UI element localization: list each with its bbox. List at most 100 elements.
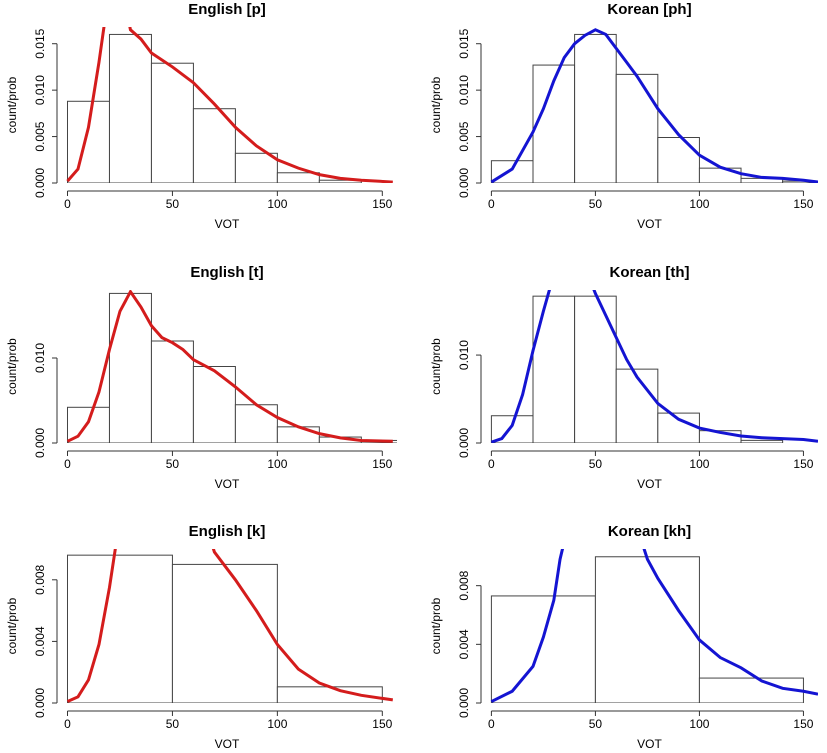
y-tick-label: 0.004 <box>33 626 47 656</box>
plot-area <box>490 28 818 183</box>
x-tick-label: 50 <box>166 457 180 471</box>
y-axis-label: count/prob <box>5 597 19 654</box>
x-axis-label: VOT <box>215 217 240 231</box>
x-tick-label: 150 <box>372 717 392 731</box>
x-tick-label: 0 <box>488 197 495 211</box>
x-axis-label: VOT <box>637 477 662 491</box>
x-tick-label: 100 <box>689 457 709 471</box>
panel: Korean [th] 0 50 100 150 VOT 0.000 0.010 count/p… <box>429 264 818 491</box>
x-tick-label: 100 <box>267 457 287 471</box>
y-tick-label: 0.000 <box>457 688 471 718</box>
bar <box>234 404 278 443</box>
y-tick-label: 0.010 <box>457 75 471 105</box>
bar <box>150 62 194 183</box>
y-tick-label: 0.008 <box>457 570 471 600</box>
panel: English [k] 0 50 100 150 VOT 0.000 0.004 0.008 co… <box>5 523 394 751</box>
y-axis-label: count/prob <box>429 76 443 133</box>
bar <box>192 366 236 443</box>
panel-title: English [p] <box>188 1 266 18</box>
bar <box>657 412 700 443</box>
bar <box>615 73 659 183</box>
y-tick-label: 0.004 <box>457 629 471 659</box>
panel-title: English [t] <box>190 264 263 281</box>
density-curve <box>490 549 818 703</box>
x-tick-label: 50 <box>589 197 603 211</box>
y-tick-label: 0.010 <box>33 75 47 105</box>
bar <box>615 368 659 443</box>
x-tick-label: 150 <box>793 197 813 211</box>
bar <box>66 100 110 183</box>
density-curve <box>490 290 818 443</box>
panel-title: Korean [kh] <box>608 523 691 540</box>
x-tick-label: 150 <box>793 457 813 471</box>
density-curve <box>66 290 393 443</box>
x-axis-label: VOT <box>215 477 240 491</box>
y-tick-label: 0.000 <box>457 428 471 458</box>
y-tick-label: 0.000 <box>457 168 471 198</box>
x-tick-label: 150 <box>793 717 813 731</box>
x-tick-label: 150 <box>372 197 392 211</box>
bar <box>740 439 784 443</box>
panel-title: Korean [th] <box>610 264 690 281</box>
bar <box>532 295 576 443</box>
density-curve <box>490 28 818 183</box>
x-tick-label: 0 <box>488 457 495 471</box>
y-tick-label: 0.010 <box>33 343 47 373</box>
y-axis-label: count/prob <box>429 338 443 395</box>
panel: English [p] 0 50 100 150 VOT 0.000 0.005 0.010 0.… <box>5 1 393 231</box>
plot-area <box>66 549 394 703</box>
bar <box>490 595 596 703</box>
panel-title: English [k] <box>189 523 266 540</box>
y-tick-label: 0.015 <box>457 28 471 58</box>
x-tick-label: 50 <box>589 457 603 471</box>
bar <box>150 340 194 443</box>
x-tick-label: 100 <box>267 197 287 211</box>
x-tick-label: 0 <box>64 457 71 471</box>
y-tick-label: 0.008 <box>33 564 47 594</box>
x-tick-label: 150 <box>372 457 392 471</box>
y-tick-label: 0.000 <box>33 688 47 718</box>
x-axis-label: VOT <box>215 737 240 751</box>
panel: Korean [kh] 0 50 100 150 VOT 0.000 0.004 0.008 co… <box>429 523 818 751</box>
plot-area <box>66 290 397 443</box>
bar <box>657 137 700 183</box>
bar <box>594 556 700 703</box>
bar <box>171 563 278 703</box>
panel: Korean [ph] 0 50 100 150 VOT 0.000 0.005 0.010 0.… <box>429 1 818 231</box>
y-axis-label: count/prob <box>429 597 443 654</box>
x-tick-label: 50 <box>589 717 603 731</box>
x-axis-label: VOT <box>637 217 662 231</box>
x-tick-label: 50 <box>166 717 180 731</box>
y-tick-label: 0.010 <box>457 340 471 370</box>
y-tick-label: 0.015 <box>33 28 47 58</box>
bar <box>574 33 617 183</box>
x-tick-label: 50 <box>166 197 180 211</box>
density-curve <box>66 549 394 703</box>
plot-area <box>490 290 818 443</box>
bar <box>66 554 173 703</box>
bar <box>574 295 617 443</box>
x-tick-label: 100 <box>267 717 287 731</box>
x-axis-label: VOT <box>637 737 662 751</box>
y-tick-label: 0.000 <box>33 428 47 458</box>
x-tick-label: 0 <box>488 717 495 731</box>
plot-area <box>66 27 393 183</box>
x-tick-label: 100 <box>689 717 709 731</box>
plot-area <box>490 549 818 703</box>
y-tick-label: 0.005 <box>457 121 471 151</box>
x-tick-label: 0 <box>64 717 71 731</box>
bar <box>276 172 320 183</box>
x-tick-label: 100 <box>689 197 709 211</box>
y-axis-label: count/prob <box>5 76 19 133</box>
bar <box>108 33 152 183</box>
x-tick-label: 0 <box>64 197 71 211</box>
y-tick-label: 0.000 <box>33 168 47 198</box>
panel-title: Korean [ph] <box>607 1 691 18</box>
y-tick-label: 0.005 <box>33 121 47 151</box>
density-curve <box>66 27 393 183</box>
panel: English [t] 0 50 100 150 VOT 0.000 0.010 count/p… <box>5 264 397 491</box>
bar <box>234 152 278 183</box>
bar <box>276 426 320 443</box>
y-axis-label: count/prob <box>5 338 19 395</box>
